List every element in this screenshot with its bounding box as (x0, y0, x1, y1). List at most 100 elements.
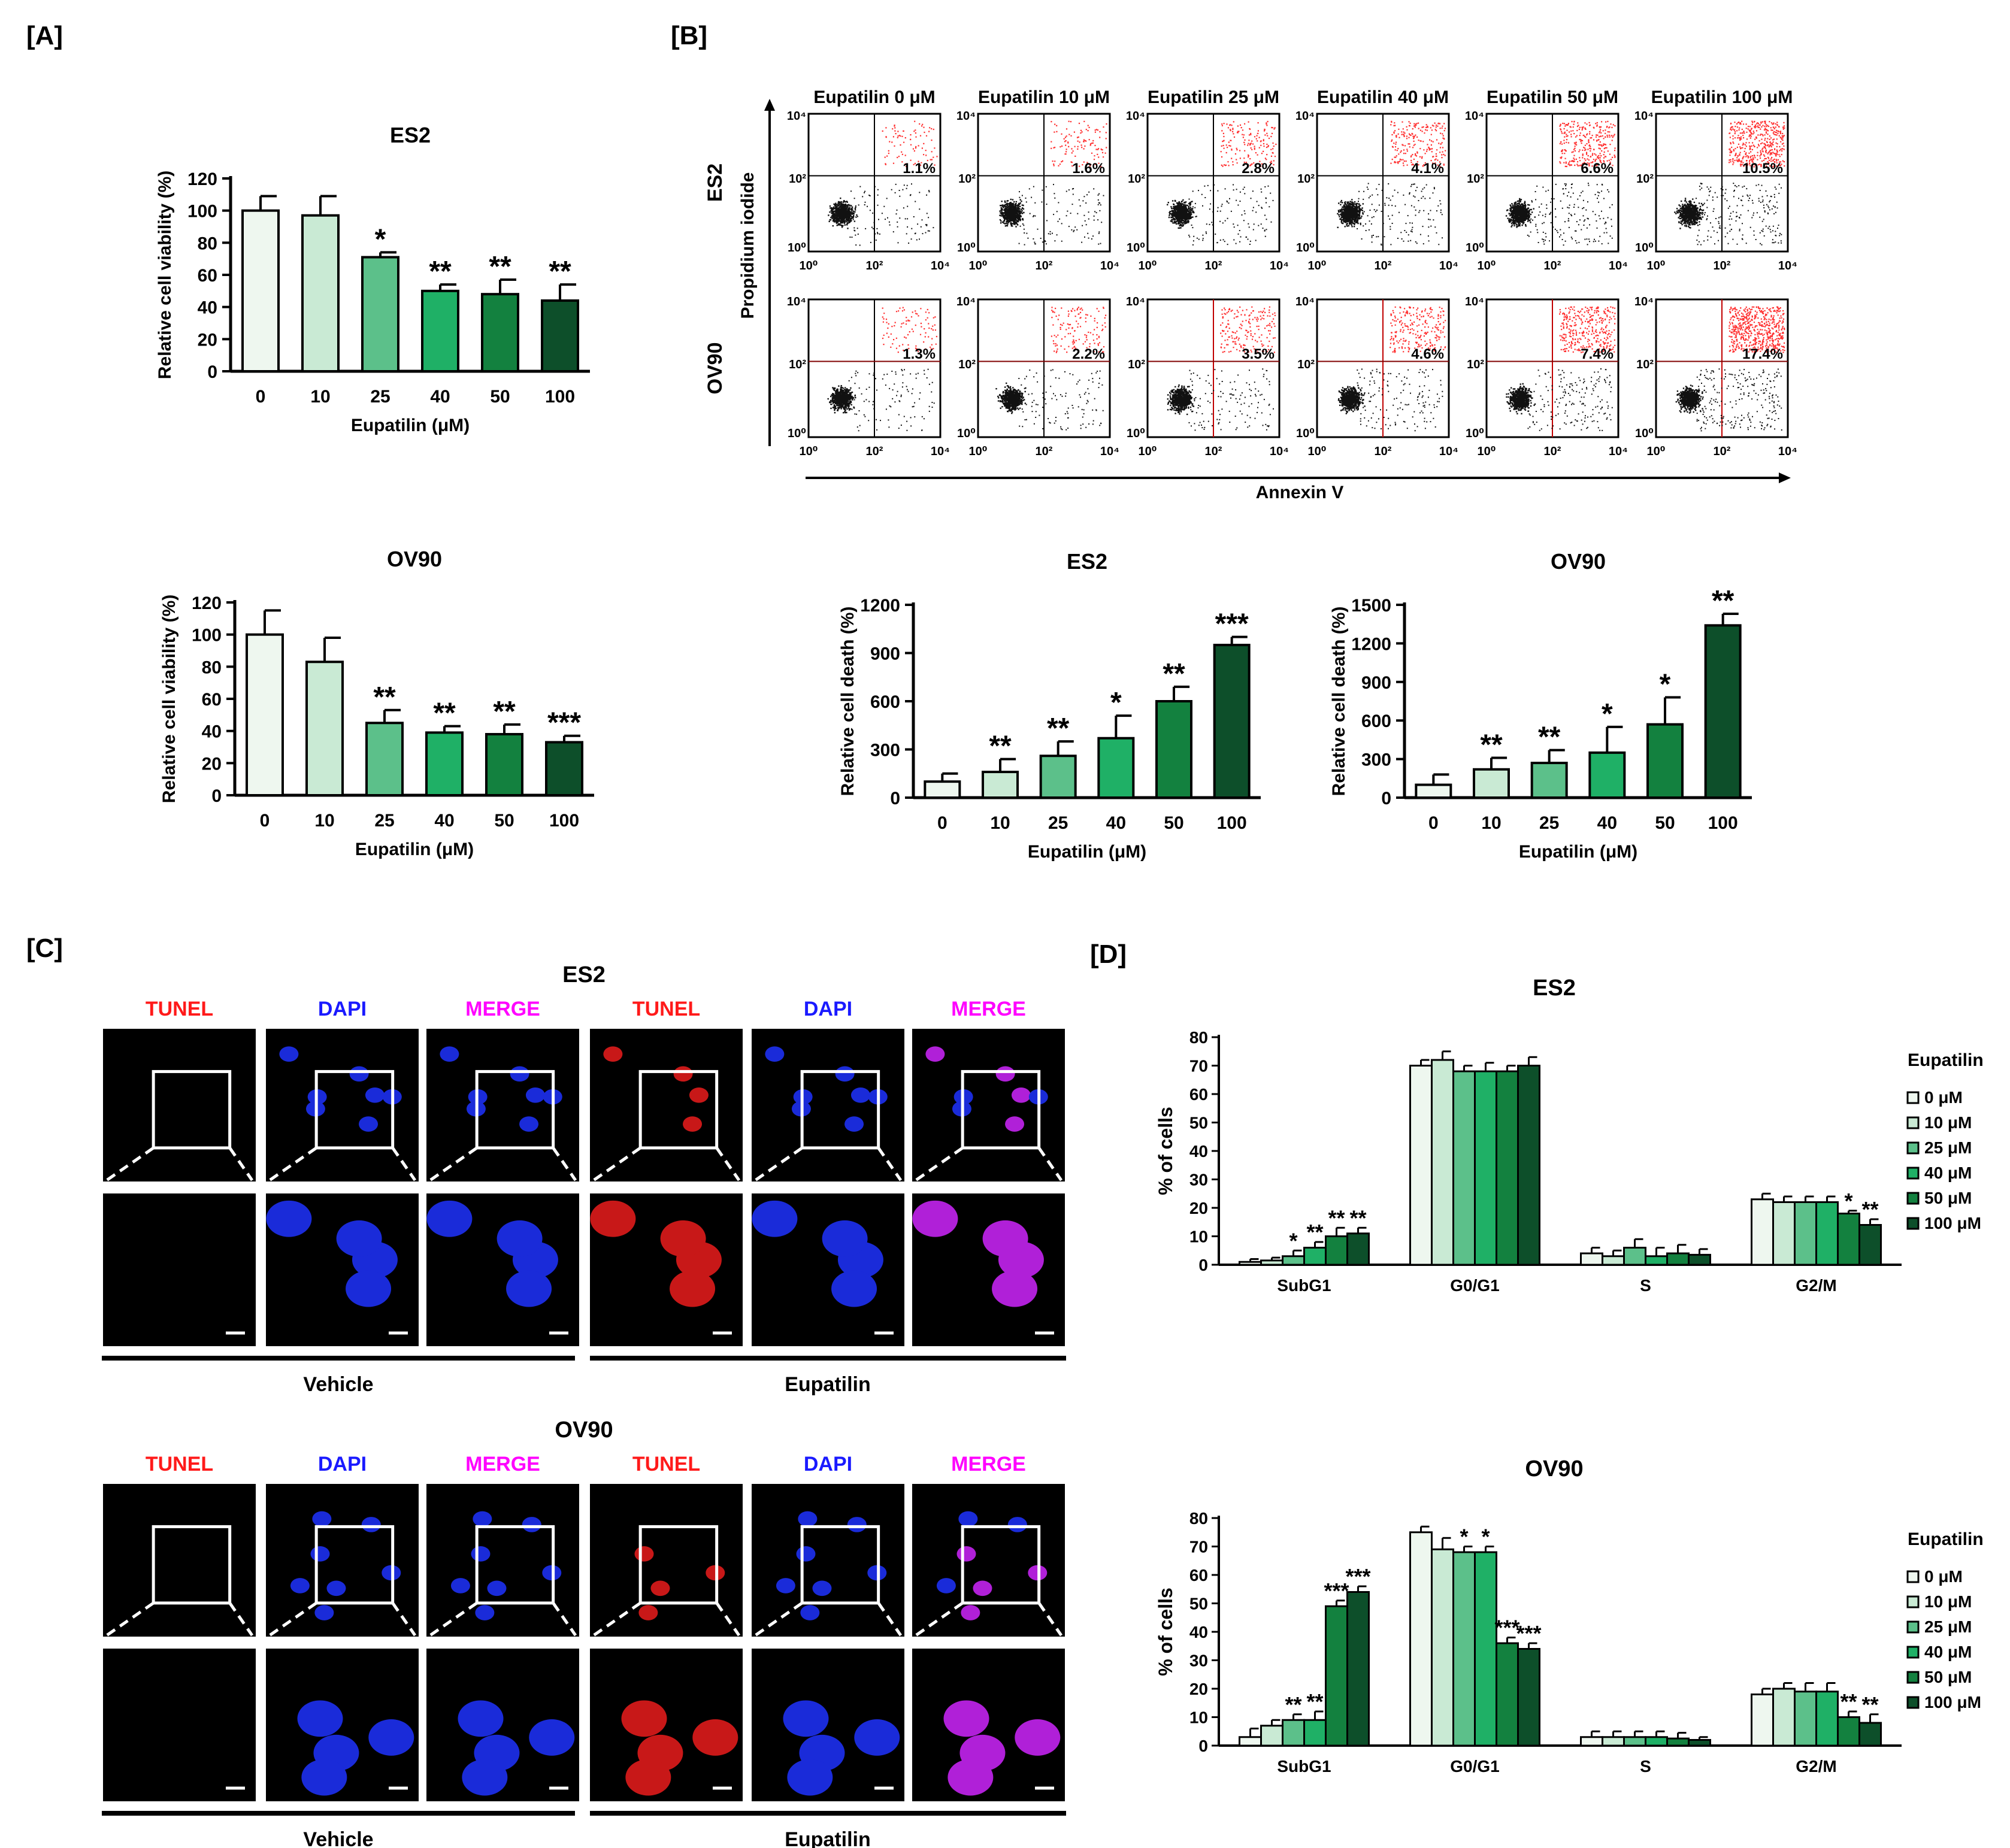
y-tick-label: 10⁰ (1127, 241, 1145, 255)
legend-entry: 10 μM (1924, 1113, 1972, 1132)
bar (1815, 1691, 1839, 1747)
bar (1858, 1722, 1882, 1747)
channel-label: TUNEL (146, 998, 213, 1020)
bar (1688, 1253, 1711, 1266)
bar (1666, 1252, 1690, 1266)
y-tick-label: 10⁴ (1634, 110, 1654, 123)
y-tick-label: 10⁰ (1127, 427, 1145, 440)
nucleus (831, 1270, 877, 1307)
x-tick-label: 0 (937, 813, 948, 833)
image-background (103, 1193, 256, 1346)
legend-entry: 40 μM (1924, 1164, 1972, 1182)
y-tick-label: 40 (198, 298, 217, 318)
bar (1837, 1213, 1860, 1266)
nucleus (279, 1046, 299, 1062)
bar (1097, 737, 1135, 799)
zoom-guide (105, 1146, 155, 1182)
flow-y-axis-label: Propidium iodide (738, 172, 758, 319)
y-tick-label: 10⁴ (1295, 295, 1315, 308)
chart-title: ES2 (1533, 975, 1576, 1001)
micro-image (426, 1193, 579, 1346)
x-tick-label: 10⁴ (1439, 445, 1458, 458)
significance-marker: ** (989, 731, 1012, 762)
x-tick-label: 10² (1205, 259, 1222, 272)
x-tick-label: 10 (310, 387, 330, 407)
significance-marker: ** (1480, 729, 1503, 761)
bar (1794, 1691, 1817, 1747)
flow-events-live (1167, 368, 1274, 431)
bar (1260, 1259, 1284, 1266)
bar (1474, 1551, 1497, 1747)
flow-plot-header: Eupatilin 40 μM (1317, 87, 1449, 107)
zoom-guide (105, 1601, 155, 1637)
zoom-guide (268, 1146, 317, 1182)
bar (365, 722, 404, 796)
bar (1751, 1694, 1774, 1747)
zoom-box (800, 1070, 880, 1150)
zoom-guide (1037, 1147, 1063, 1181)
x-tick-label: 10⁰ (799, 445, 818, 458)
bar (1794, 1201, 1817, 1266)
channel-label: DAPI (318, 1453, 367, 1476)
x-tick-label: 0 (1428, 813, 1439, 833)
panel-label-c: [C] (26, 934, 63, 963)
x-tick-label: 100 (545, 387, 575, 407)
flow-cytometry-panel: Eupatilin 0 μM Eupatilin 10 μM Eupatilin 2… (704, 87, 1797, 502)
y-tick-label: 10⁰ (1635, 241, 1654, 255)
legend-swatch (1906, 1671, 1920, 1684)
legend-swatch (1906, 1116, 1920, 1129)
bar (1688, 1739, 1711, 1747)
significance-marker: ** (1861, 1692, 1878, 1717)
y-tick-label: 120 (187, 169, 217, 189)
y-tick-label: 10⁰ (788, 241, 806, 255)
nucleus (368, 1719, 414, 1756)
nucleus (787, 1759, 833, 1796)
bar (1409, 1065, 1433, 1266)
zoom-guide (592, 1146, 641, 1182)
bar (1239, 1736, 1262, 1747)
y-tick-label: 0 (890, 789, 900, 808)
x-tick-label: 100 (1217, 813, 1247, 833)
zoom-guide (715, 1147, 741, 1181)
bar (1588, 751, 1626, 799)
bar (1751, 1198, 1774, 1266)
flow-events-late-apoptotic (1729, 306, 1785, 353)
chart-title: ES2 (390, 123, 431, 147)
y-tick-label: 10⁴ (1126, 295, 1145, 308)
flow-plot: 17.4% 10⁰ 10² 10⁴ 10⁰ 10² 10⁴ (1634, 295, 1797, 458)
flow-events-live (1167, 184, 1274, 246)
legend-entry: 40 μM (1924, 1643, 1972, 1661)
quadrant-percent: 6.6% (1581, 160, 1614, 177)
legend-entry: 10 μM (1924, 1592, 1972, 1611)
nucleus (844, 1116, 864, 1132)
y-tick-label: 60 (198, 266, 217, 286)
flow-events-late-apoptotic (1559, 120, 1616, 168)
nucleus (958, 1511, 978, 1527)
y-tick-label: 10⁴ (956, 110, 976, 123)
nucleus (689, 1087, 709, 1103)
bar (1496, 1070, 1519, 1266)
micro-image (103, 1484, 256, 1637)
flow-plot: 1.3% 10⁰ 10² 10⁴ 10⁰ 10² 10⁴ (787, 295, 950, 458)
y-tick-label: 60 (1189, 1085, 1208, 1104)
zoom-guide (915, 1146, 964, 1182)
zoom-guide (228, 1147, 254, 1181)
channel-label: TUNEL (632, 1453, 700, 1476)
flow-plot-header: Eupatilin 100 μM (1651, 87, 1793, 107)
nucleus (854, 1719, 900, 1756)
significance-marker: ** (1328, 1205, 1345, 1230)
channel-label: DAPI (318, 998, 367, 1020)
x-tick-label: 10² (1036, 259, 1053, 272)
arrow-head (764, 99, 775, 111)
y-tick-label: 10² (789, 172, 806, 186)
significance-marker: * (1289, 1228, 1297, 1253)
nucleus (912, 1200, 958, 1237)
nucleus (1007, 1517, 1027, 1532)
nucleus (365, 1087, 385, 1103)
bar (481, 293, 519, 373)
x-tick-label: 10⁰ (799, 259, 818, 272)
x-tick-label: 10⁴ (1609, 445, 1628, 458)
bar (1517, 1648, 1540, 1747)
zoom-box (961, 1070, 1041, 1150)
